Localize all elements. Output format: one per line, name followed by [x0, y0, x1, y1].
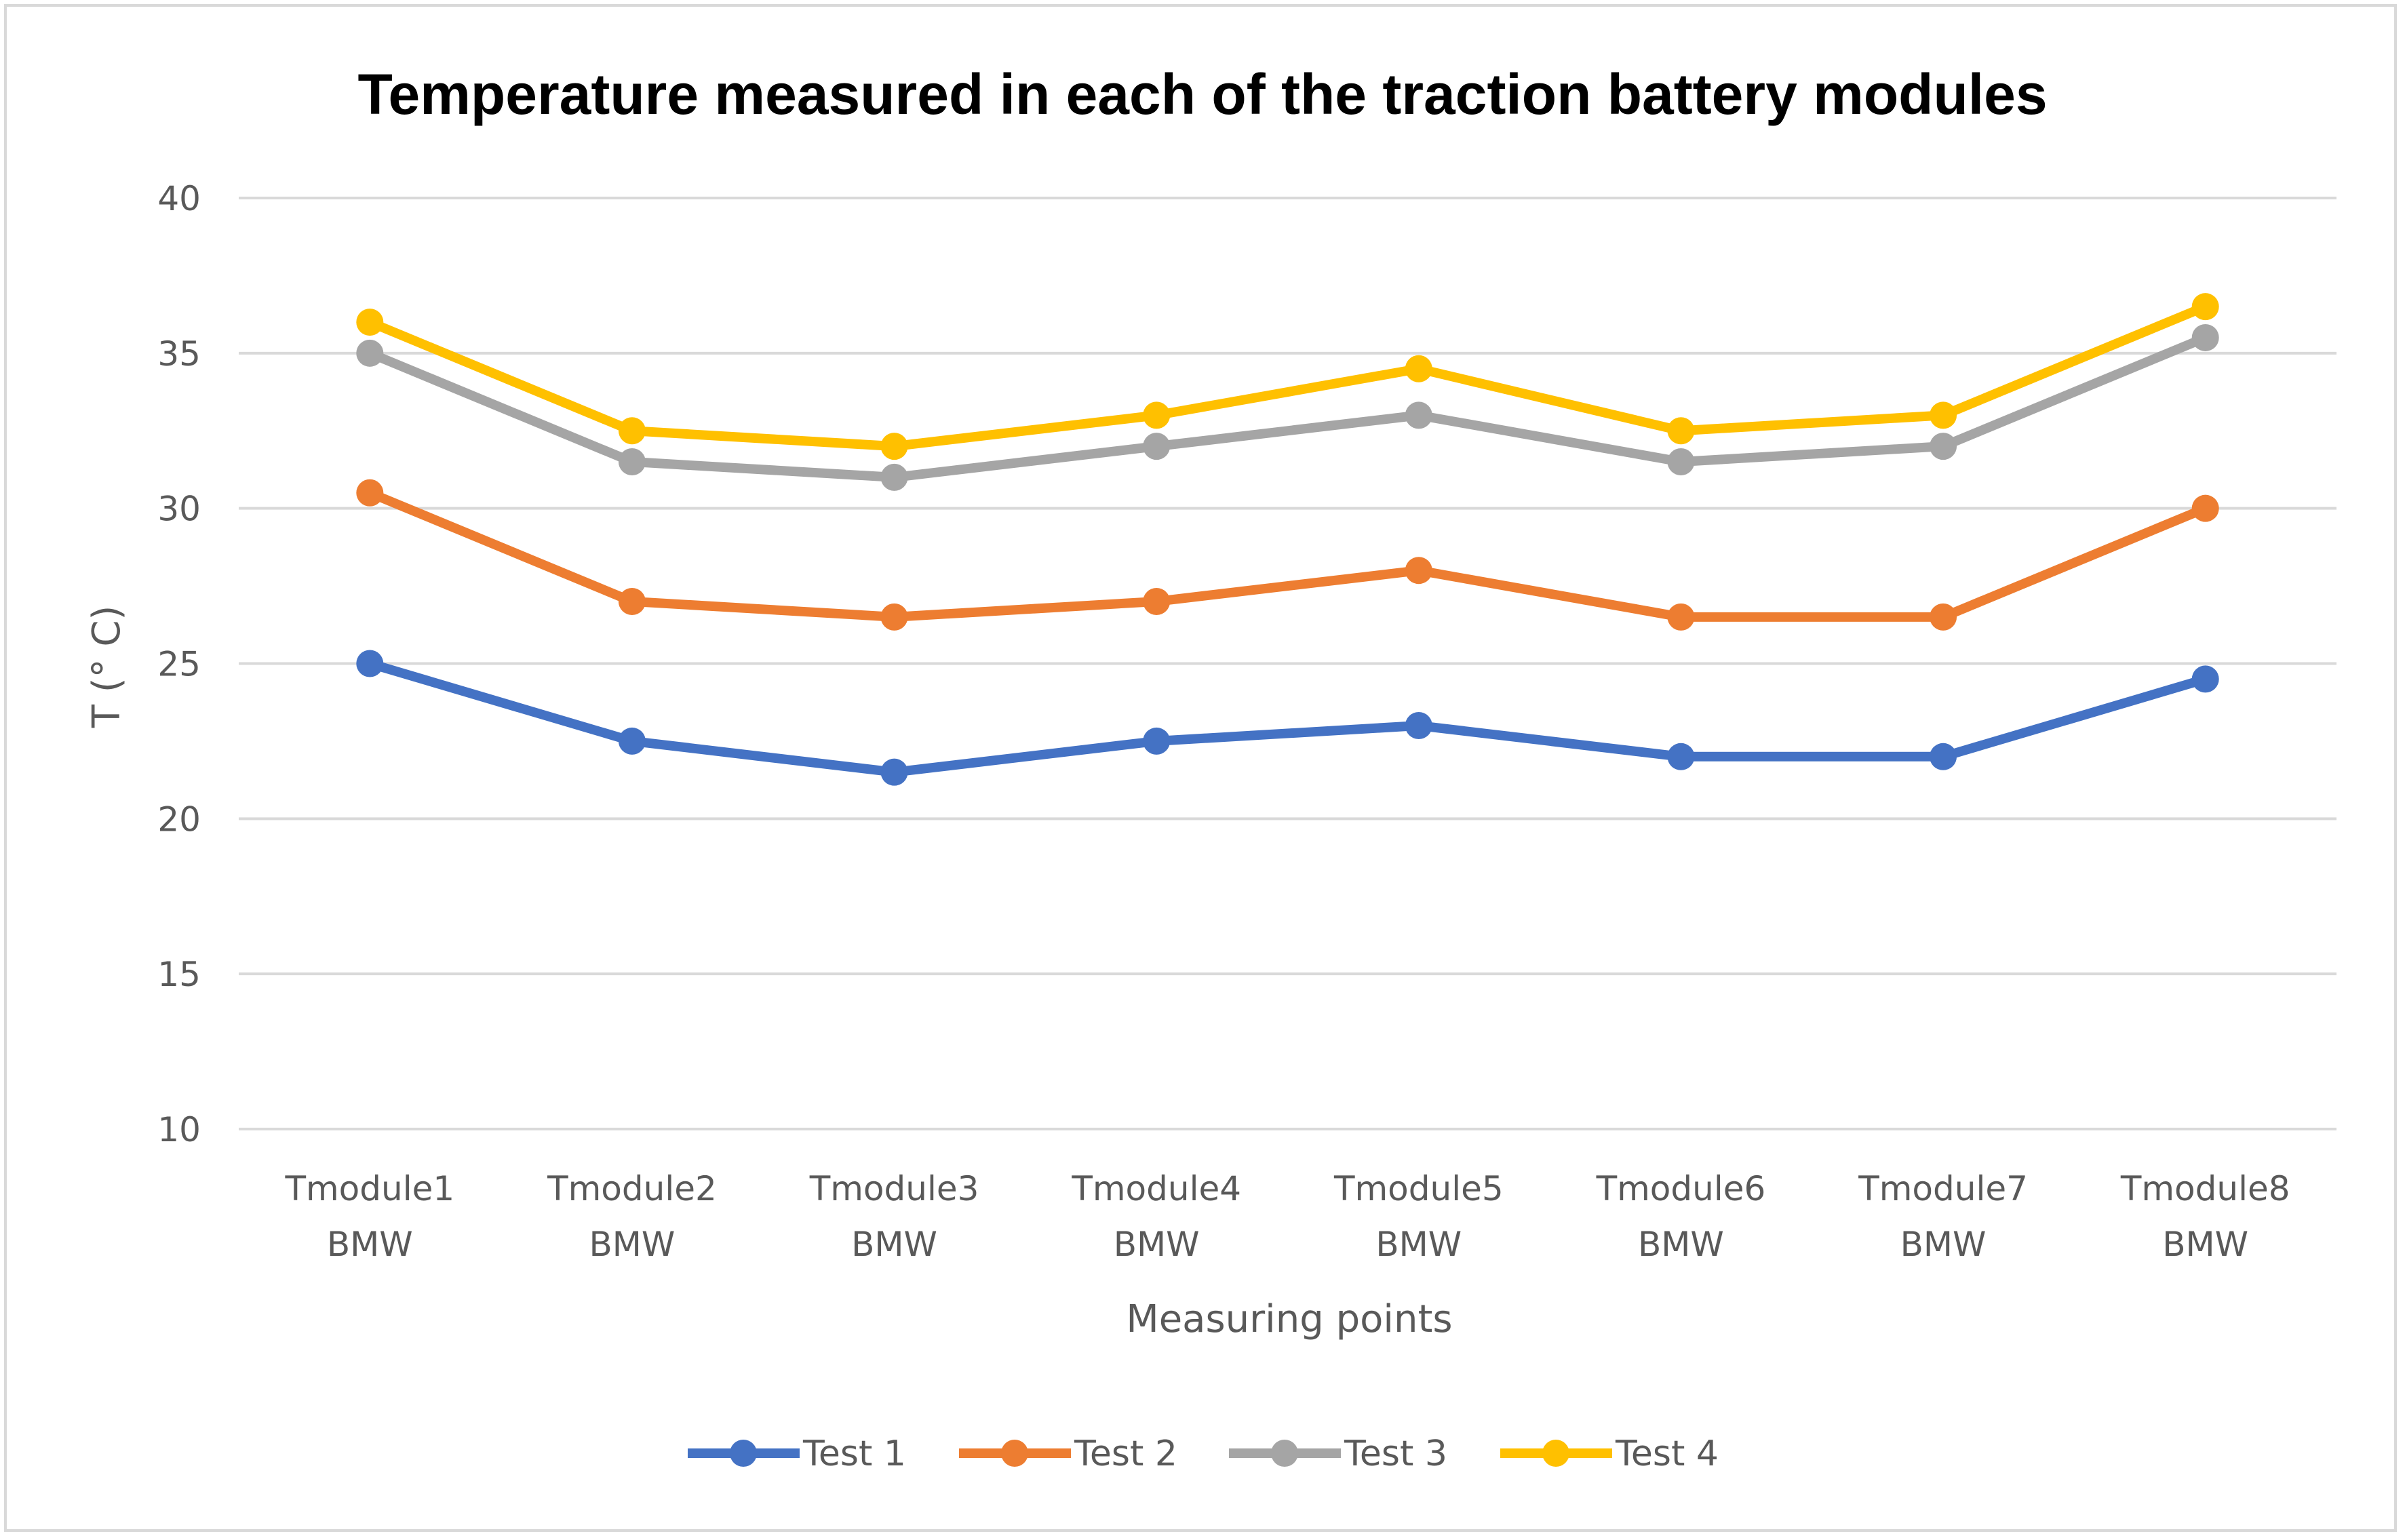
legend: Test 1 Test 2 Test 3 Test 4: [688, 1434, 1719, 1474]
series-lines: [356, 293, 2219, 786]
x-tick-label: BMW: [1114, 1225, 1200, 1264]
data-point: [356, 479, 384, 507]
y-axis-ticks: 10 15 20 25 30 35 40: [157, 179, 201, 1149]
y-axis-title: T (° C): [85, 606, 129, 729]
series-3: [356, 323, 2219, 491]
data-point: [618, 727, 646, 755]
x-tick-label: Tmodule8: [2120, 1169, 2290, 1208]
chart-frame: [4, 4, 2397, 1532]
y-tick-label: 20: [157, 799, 201, 839]
x-tick-label: BMW: [589, 1225, 675, 1264]
data-point: [356, 650, 384, 677]
data-point: [1667, 448, 1695, 476]
data-point: [1405, 557, 1432, 585]
x-tick-label: BMW: [1638, 1225, 1724, 1264]
x-tick-label: BMW: [327, 1225, 413, 1264]
data-point: [1930, 433, 1957, 460]
data-point: [356, 339, 384, 367]
data-point: [1930, 603, 1957, 631]
data-point: [356, 309, 384, 336]
data-point: [1667, 603, 1695, 631]
legend-label: Test 2: [1074, 1434, 1177, 1474]
legend-swatch-marker: [1542, 1440, 1569, 1467]
x-tick-label: Tmodule6: [1596, 1169, 1766, 1208]
legend-label: Test 4: [1615, 1434, 1719, 1474]
data-point: [1143, 401, 1171, 429]
data-point: [618, 448, 646, 476]
y-tick-label: 40: [157, 179, 201, 218]
data-point: [1667, 743, 1695, 770]
x-tick-label: Tmodule2: [547, 1169, 717, 1208]
legend-item: Test 4: [1500, 1434, 1719, 1474]
x-tick-label: Tmodule7: [1858, 1169, 2028, 1208]
series-1: [356, 650, 2219, 786]
series-4: [356, 293, 2219, 460]
data-point: [1405, 355, 1432, 382]
series-line: [365, 488, 2210, 622]
data-point: [2191, 323, 2219, 351]
x-axis-ticks: Tmodule1 BMW Tmodule2 BMW Tmodule3 BMW Tmodule…: [284, 1169, 2290, 1264]
data-point: [1930, 401, 1957, 429]
y-tick-label: 25: [157, 645, 201, 684]
data-point: [1930, 743, 1957, 770]
data-point: [1405, 712, 1432, 740]
y-tick-label: 35: [157, 334, 201, 374]
x-tick-label: BMW: [851, 1225, 937, 1264]
series-line: [365, 658, 2210, 777]
data-point: [2191, 665, 2219, 693]
data-point: [2191, 293, 2219, 321]
data-point: [1405, 401, 1432, 429]
x-tick-label: BMW: [1900, 1225, 1987, 1264]
legend-label: Test 3: [1344, 1434, 1447, 1474]
legend-label: Test 1: [802, 1434, 906, 1474]
y-tick-label: 30: [157, 490, 201, 529]
y-tick-label: 15: [157, 955, 201, 994]
data-point: [1143, 727, 1171, 755]
legend-item: Test 2: [959, 1434, 1177, 1474]
legend-swatch-marker: [1271, 1440, 1298, 1467]
y-tick-label: 10: [157, 1110, 201, 1149]
data-point: [880, 433, 908, 460]
x-tick-label: BMW: [1375, 1225, 1462, 1264]
data-point: [2191, 494, 2219, 522]
legend-item: Test 3: [1229, 1434, 1447, 1474]
chart-title: Temperature measured in each of the trac…: [357, 62, 2047, 126]
data-point: [880, 603, 908, 631]
data-point: [618, 587, 646, 615]
data-point: [1143, 433, 1171, 460]
data-point: [618, 417, 646, 445]
gridlines: [239, 197, 2336, 1130]
data-point: [1143, 587, 1171, 615]
legend-swatch-marker: [730, 1440, 757, 1467]
data-point: [880, 758, 908, 786]
series-line: [365, 302, 2210, 452]
legend-item: Test 1: [688, 1434, 906, 1474]
x-tick-label: Tmodule1: [284, 1169, 454, 1208]
series-line: [365, 332, 2210, 482]
x-tick-label: Tmodule4: [1071, 1169, 1241, 1208]
series-2: [356, 479, 2219, 631]
data-point: [1667, 417, 1695, 445]
legend-swatch-marker: [1001, 1440, 1028, 1467]
x-tick-label: BMW: [2162, 1225, 2248, 1264]
x-axis-title: Measuring points: [1126, 1297, 1452, 1341]
x-tick-label: Tmodule3: [809, 1169, 979, 1208]
data-point: [880, 463, 908, 491]
x-tick-label: Tmodule5: [1333, 1169, 1504, 1208]
